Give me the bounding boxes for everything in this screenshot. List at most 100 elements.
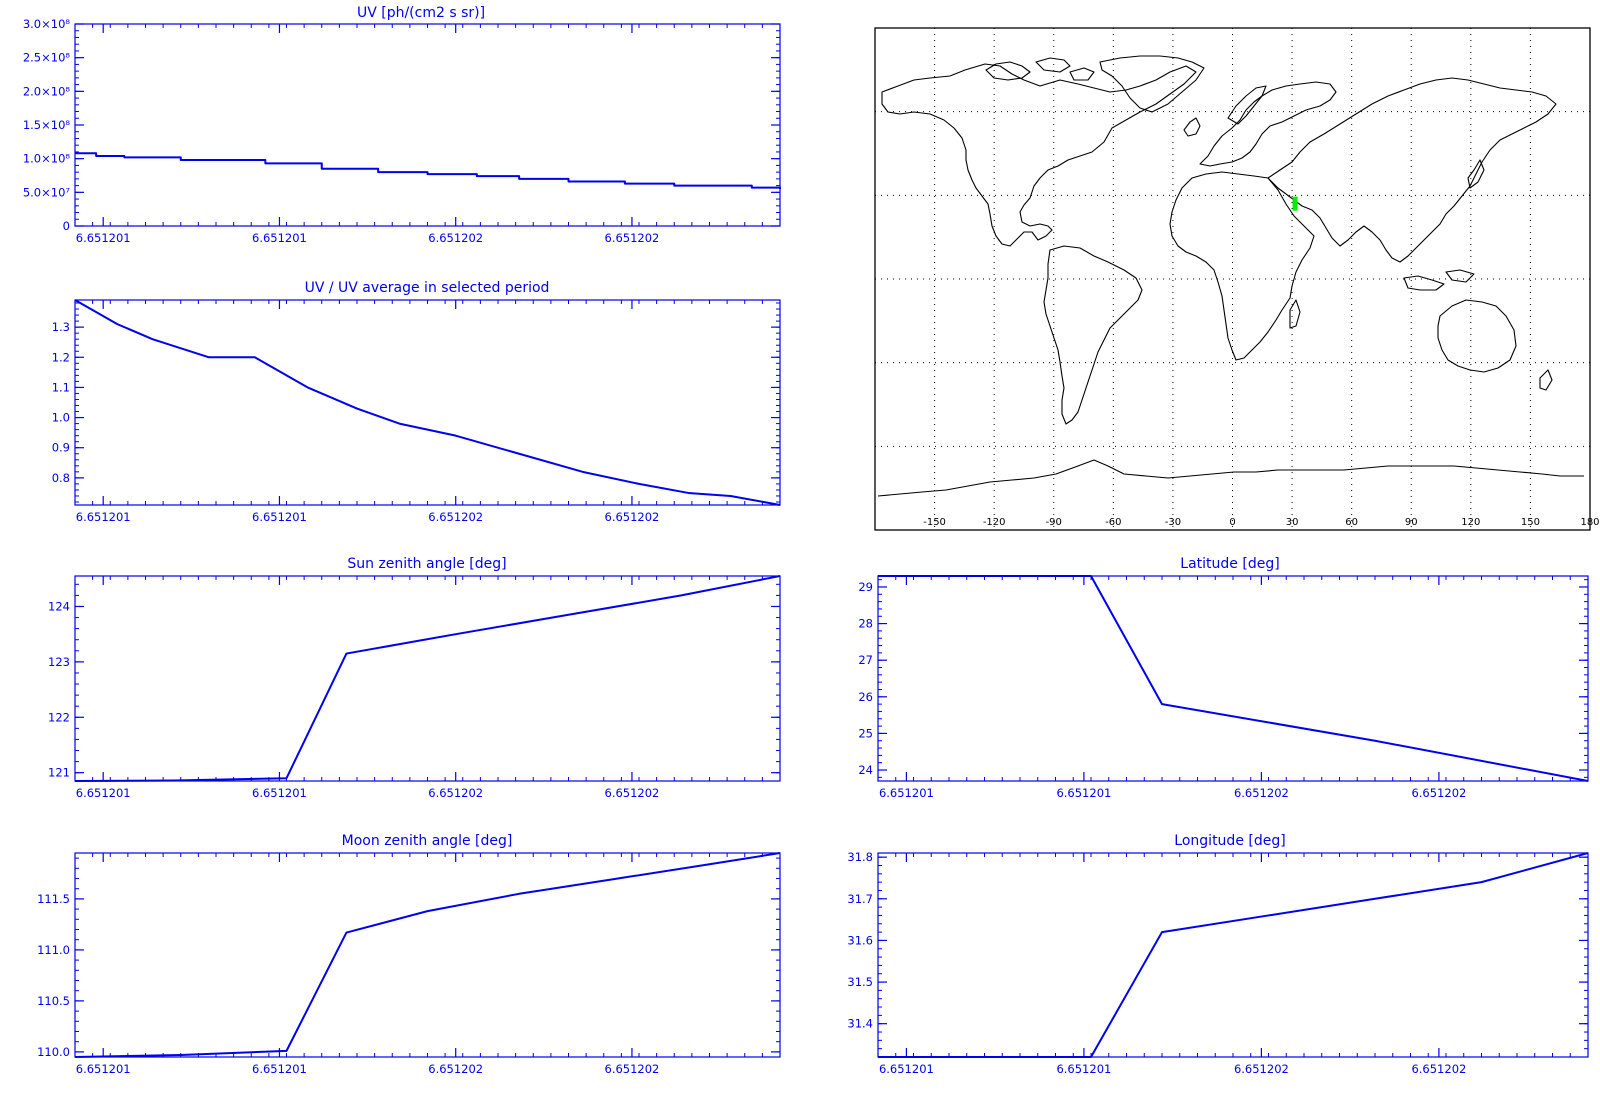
uv-ratio-series-line (74, 299, 781, 506)
uv-panel: UV [ph/(cm2 s sr)] 0 5.0×10⁷ 1.0×10⁸ 1.5×10… (23, 5, 781, 245)
coast-asia (1267, 77, 1557, 263)
longitude-panel: Longitude [deg] 31.4 31.5 31.6 31.7 31.8 6.65… (847, 833, 1589, 1076)
coast-madagascar (1289, 299, 1301, 329)
longitude-xtick-label: 6.651201 (879, 1062, 934, 1076)
latitude-ytick-label: 25 (858, 726, 873, 740)
latitude-ytick-label: 27 (858, 653, 873, 667)
coast-british-isles (1183, 117, 1201, 137)
map-longitude-label: 0 (1229, 517, 1235, 528)
coast-north-america (881, 63, 1197, 247)
coast-scandinavia (1227, 85, 1267, 125)
map-longitude-label: 120 (1461, 517, 1480, 528)
longitude-ytick-label: 31.4 (847, 1017, 873, 1031)
moon-zenith-xtick-label: 6.651201 (252, 1062, 307, 1076)
latitude-ytick-label: 26 (858, 690, 873, 704)
sun-zenith-xtick-label: 6.651201 (76, 786, 131, 800)
uv-ytick-label: 5.0×10⁷ (23, 185, 71, 199)
sun-zenith-xtick-label: 6.651201 (252, 786, 307, 800)
uv-title: UV [ph/(cm2 s sr)] (357, 5, 485, 21)
uv-ratio-ytick-label: 1.3 (52, 320, 70, 334)
uv-ratio-ytick-label: 0.8 (52, 471, 70, 485)
latitude-plot-frame (877, 575, 1589, 782)
moon-zenith-plot-frame (74, 852, 781, 1058)
longitude-xtick-label: 6.651202 (1411, 1062, 1466, 1076)
latitude-panel: Latitude [deg] 24 25 26 27 28 29 6.651201 6.651… (858, 556, 1589, 800)
sun-zenith-xtick-label: 6.651202 (428, 786, 483, 800)
uv-ratio-xtick-label: 6.651202 (428, 510, 483, 524)
map-longitude-label: -30 (1165, 517, 1181, 528)
sun-zenith-xtick-label: 6.651202 (605, 786, 660, 800)
sun-zenith-ytick-label: 124 (48, 599, 70, 613)
coast-europe (1199, 81, 1337, 167)
sun-zenith-plot-frame (74, 575, 781, 782)
longitude-title: Longitude [deg] (1174, 833, 1285, 849)
latitude-ytick-label: 28 (858, 617, 873, 631)
sun-zenith-series-line (74, 575, 781, 782)
map-longitude-label: -90 (1046, 517, 1062, 528)
moon-zenith-ytick-label: 110.5 (37, 994, 70, 1008)
sun-zenith-ytick-label: 121 (48, 766, 70, 780)
coast-australia (1437, 299, 1517, 373)
coast-new-zealand (1539, 369, 1553, 391)
uv-ytick-label: 1.5×10⁸ (23, 118, 71, 132)
map-longitude-label: 180 (1580, 517, 1599, 528)
sun-zenith-title: Sun zenith angle [deg] (347, 556, 506, 572)
longitude-xtick-label: 6.651201 (1056, 1062, 1111, 1076)
uv-ratio-ytick-label: 1.0 (52, 411, 70, 425)
coast-south-america (1043, 245, 1143, 425)
longitude-xtick-label: 6.651202 (1234, 1062, 1289, 1076)
coast-japan (1467, 159, 1485, 189)
uv-ytick-label: 0 (63, 219, 70, 233)
moon-zenith-xtick-label: 6.651201 (76, 1062, 131, 1076)
uv-ratio-ytick-label: 1.2 (52, 350, 70, 364)
uv-ytick-label: 2.5×10⁸ (23, 51, 71, 65)
moon-zenith-xtick-label: 6.651202 (605, 1062, 660, 1076)
map-longitude-label: -150 (923, 517, 946, 528)
sun-zenith-ytick-label: 123 (48, 655, 70, 669)
track-marker (1292, 196, 1298, 211)
coast-arctic-islands (985, 57, 1095, 81)
moon-zenith-series-line (74, 852, 781, 1058)
latitude-xtick-label: 6.651201 (879, 786, 934, 800)
latitude-title: Latitude [deg] (1180, 556, 1279, 572)
map-coastlines (877, 55, 1584, 497)
coast-antarctica (877, 459, 1584, 497)
latitude-series-line (878, 575, 1589, 782)
moon-zenith-xtick-label: 6.651202 (428, 1062, 483, 1076)
uv-ratio-xtick-label: 6.651201 (76, 510, 131, 524)
uv-ratio-ytick-label: 1.1 (52, 380, 70, 394)
map-track-marker (1292, 196, 1298, 211)
map-longitude-label: -60 (1105, 517, 1121, 528)
map-longitude-label: -120 (983, 517, 1006, 528)
uv-ratio-ytick-label: 0.9 (52, 441, 70, 455)
uv-ratio-title: UV / UV average in selected period (305, 280, 550, 296)
moon-zenith-ytick-label: 111.0 (37, 943, 70, 957)
longitude-plot-frame (877, 852, 1589, 1058)
latitude-xtick-label: 6.651202 (1411, 786, 1466, 800)
uv-xtick-label: 6.651202 (428, 231, 483, 245)
uv-xtick-label: 6.651202 (605, 231, 660, 245)
moon-zenith-ytick-label: 110.0 (37, 1045, 70, 1059)
uv-ratio-xtick-label: 6.651202 (605, 510, 660, 524)
uv-ytick-label: 1.0×10⁸ (23, 152, 71, 166)
world-map-panel: -150 -120 -90 -60 -30 0 30 60 90 120 150 180 (874, 27, 1600, 531)
uv-ratio-panel: UV / UV average in selected period 0.8 0.… (52, 280, 781, 524)
coast-greenland (1099, 55, 1205, 113)
latitude-xtick-label: 6.651202 (1234, 786, 1289, 800)
longitude-ytick-label: 31.6 (847, 933, 873, 947)
coast-africa (1169, 171, 1315, 361)
map-longitude-label: 30 (1286, 517, 1299, 528)
map-longitude-label: 60 (1345, 517, 1358, 528)
uv-xtick-label: 6.651201 (252, 231, 307, 245)
longitude-ytick-label: 31.8 (847, 850, 873, 864)
sun-zenith-ytick-label: 122 (48, 710, 70, 724)
uv-ytick-label: 2.0×10⁸ (23, 84, 71, 98)
longitude-series-line (878, 852, 1589, 1058)
longitude-ytick-label: 31.7 (847, 892, 873, 906)
latitude-xtick-label: 6.651201 (1056, 786, 1111, 800)
moon-zenith-panel: Moon zenith angle [deg] 110.0 110.5 111.0 1… (37, 833, 781, 1076)
uv-xtick-label: 6.651201 (76, 231, 131, 245)
map-longitude-label: 90 (1405, 517, 1418, 528)
uv-plot-frame (74, 23, 781, 227)
